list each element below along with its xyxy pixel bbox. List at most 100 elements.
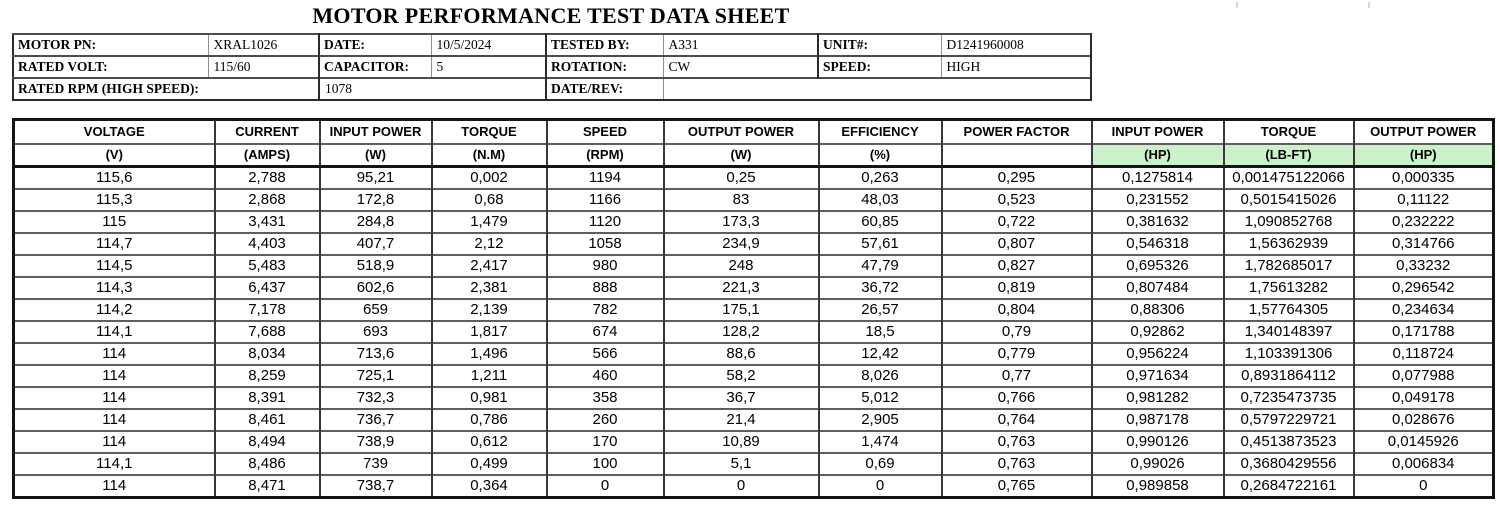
data-cell: 21,4 <box>662 408 820 431</box>
data-cell: 2,12 <box>430 232 548 255</box>
info-label: RATED RPM (HIGH SPEED): <box>13 77 320 100</box>
data-cell: 1,817 <box>430 320 548 343</box>
data-cell: 1,340148397 <box>1222 320 1355 343</box>
data-cell: 114 <box>12 430 216 453</box>
data-cell: 234,9 <box>662 232 820 255</box>
data-cell: 0 <box>1352 474 1495 498</box>
data-cell: 566 <box>545 342 665 365</box>
info-value: 1078 <box>319 77 547 100</box>
data-cell: 248 <box>662 254 820 277</box>
data-cell: 739 <box>318 452 433 475</box>
data-cell: 0,364 <box>430 474 548 498</box>
data-cell: 26,57 <box>817 298 943 321</box>
data-cell: 1,782685017 <box>1222 254 1355 277</box>
data-cell: 0,807 <box>940 232 1093 255</box>
data-cell: 0,68 <box>430 188 548 211</box>
data-cell: 8,391 <box>213 386 321 409</box>
info-label: TESTED BY: <box>546 33 664 56</box>
table-row: 115,6 2,788 95,21 0,002 1194 0,25 0,263 0,295 0,… <box>12 165 1495 189</box>
data-cell: 0,25 <box>662 165 820 189</box>
info-label: CAPACITOR: <box>319 55 432 78</box>
data-cell: 0,765 <box>940 474 1093 498</box>
data-cell: 6,437 <box>213 276 321 299</box>
data-cell: 36,7 <box>662 386 820 409</box>
data-cell: 12,42 <box>817 342 943 365</box>
data-cell: 0,381632 <box>1090 210 1225 233</box>
data-cell: 2,381 <box>430 276 548 299</box>
data-cell: 58,2 <box>662 364 820 387</box>
unit-cell-highlighted: (HP) <box>1352 143 1495 168</box>
info-label: DATE/REV: <box>546 77 664 100</box>
column-header: OUTPUT POWER <box>1352 118 1495 144</box>
data-cell: 732,3 <box>318 386 433 409</box>
table-row: 114,1 7,688 693 1,817 674 128,2 18,5 0,79 0,9286… <box>12 320 1495 343</box>
data-cell: 674 <box>545 320 665 343</box>
info-value: HIGH <box>941 55 1092 78</box>
data-cell: 0,499 <box>430 452 548 475</box>
data-cell: 0,006834 <box>1352 452 1495 475</box>
info-label: DATE: <box>319 33 432 56</box>
data-cell: 8,471 <box>213 474 321 498</box>
data-cell: 0,314766 <box>1352 232 1495 255</box>
data-cell: 8,494 <box>213 430 321 453</box>
unit-cell: (N.M) <box>430 143 548 168</box>
data-cell: 0,1275814 <box>1090 165 1225 189</box>
data-cell: 260 <box>545 408 665 431</box>
data-cell: 114 <box>12 408 216 431</box>
data-cell: 0,971634 <box>1090 364 1225 387</box>
data-cell: 0 <box>662 474 820 498</box>
data-cell: 10,89 <box>662 430 820 453</box>
info-value: XRAL1026 <box>208 33 320 56</box>
data-cell: 0,956224 <box>1090 342 1225 365</box>
table-row: 114,3 6,437 602,6 2,381 888 221,3 36,72 0,819 0,… <box>12 276 1495 299</box>
table-row: 114 8,391 732,3 0,981 358 36,7 5,012 0,766 0,981… <box>12 386 1495 409</box>
info-value: CW <box>663 55 819 78</box>
unit-cell: (%) <box>817 143 943 168</box>
column-header: CURRENT <box>213 118 321 144</box>
info-value: A331 <box>663 33 819 56</box>
data-cell: 0,33232 <box>1352 254 1495 277</box>
data-cell: 8,486 <box>213 452 321 475</box>
data-cell: 0,11122 <box>1352 188 1495 211</box>
table-row: 114 8,471 738,7 0,364 0 0 0 0,765 0,989858 0,2684… <box>12 474 1495 498</box>
column-header: INPUT POWER <box>1090 118 1225 144</box>
data-cell: 0,5015415026 <box>1222 188 1355 211</box>
data-cell: 0,77 <box>940 364 1093 387</box>
data-cell: 88,6 <box>662 342 820 365</box>
data-cell: 0,779 <box>940 342 1093 365</box>
data-cell: 0,69 <box>817 452 943 475</box>
unit-cell: (W) <box>662 143 820 168</box>
data-cell: 1,75613282 <box>1222 276 1355 299</box>
data-cell: 1,57764305 <box>1222 298 1355 321</box>
data-cell: 0,231552 <box>1090 188 1225 211</box>
data-cell: 0,695326 <box>1090 254 1225 277</box>
unit-cell-highlighted: (HP) <box>1090 143 1225 168</box>
unit-cell-highlighted: (LB-FT) <box>1222 143 1355 168</box>
data-cell: 8,461 <box>213 408 321 431</box>
data-cell: 0,523 <box>940 188 1093 211</box>
data-cell: 5,012 <box>817 386 943 409</box>
data-cell: 0,077988 <box>1352 364 1495 387</box>
data-cell: 48,03 <box>817 188 943 211</box>
data-cell: 0,763 <box>940 430 1093 453</box>
data-cell: 1,090852768 <box>1222 210 1355 233</box>
table-row: 115 3,431 284,8 1,479 1120 173,3 60,85 0,722 0,3… <box>12 210 1495 233</box>
data-cell: 284,8 <box>318 210 433 233</box>
data-cell: 0,0145926 <box>1352 430 1495 453</box>
data-cell: 0,92862 <box>1090 320 1225 343</box>
data-cell: 0,049178 <box>1352 386 1495 409</box>
data-cell: 0,722 <box>940 210 1093 233</box>
data-table: VOLTAGE CURRENT INPUT POWER TORQUE SPEED OUTP… <box>12 118 1495 499</box>
data-cell: 0,232222 <box>1352 210 1495 233</box>
data-cell: 407,7 <box>318 232 433 255</box>
unit-cell: (RPM) <box>545 143 665 168</box>
data-cell: 2,868 <box>213 188 321 211</box>
data-cell: 114,7 <box>12 232 216 255</box>
data-cell: 738,7 <box>318 474 433 498</box>
data-cell: 175,1 <box>662 298 820 321</box>
data-cell: 0,3680429556 <box>1222 452 1355 475</box>
data-cell: 888 <box>545 276 665 299</box>
unit-cell: (V) <box>12 143 216 168</box>
data-cell: 0,295 <box>940 165 1093 189</box>
data-cell: 0,989858 <box>1090 474 1225 498</box>
